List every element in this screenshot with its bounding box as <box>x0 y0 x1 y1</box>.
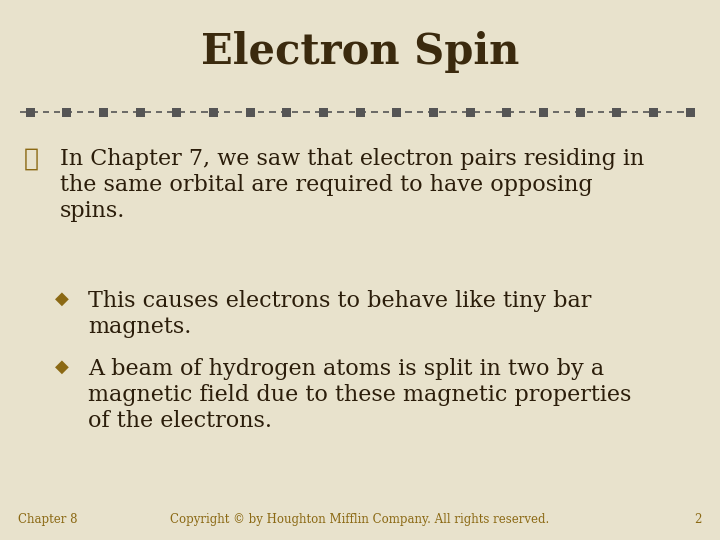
Bar <box>25 107 35 117</box>
Bar <box>392 107 401 117</box>
Text: ✶: ✶ <box>24 148 39 171</box>
Text: ◆: ◆ <box>55 358 69 376</box>
Bar <box>209 107 218 117</box>
Text: the same orbital are required to have opposing: the same orbital are required to have op… <box>60 174 593 196</box>
Text: magnetic field due to these magnetic properties: magnetic field due to these magnetic pro… <box>88 384 631 406</box>
Text: 2: 2 <box>695 513 702 526</box>
Bar <box>612 107 621 117</box>
Bar <box>575 107 585 117</box>
Bar <box>429 107 438 117</box>
Text: of the electrons.: of the electrons. <box>88 410 272 432</box>
Bar <box>62 107 71 117</box>
Bar <box>135 107 145 117</box>
Bar <box>466 107 474 117</box>
Bar <box>172 107 181 117</box>
Bar <box>319 107 328 117</box>
Text: spins.: spins. <box>60 200 125 222</box>
Text: Electron Spin: Electron Spin <box>201 31 519 73</box>
Bar <box>246 107 254 117</box>
Text: magnets.: magnets. <box>88 316 192 338</box>
Text: ◆: ◆ <box>55 290 69 308</box>
Text: Chapter 8: Chapter 8 <box>18 513 78 526</box>
Bar <box>282 107 291 117</box>
Bar <box>502 107 511 117</box>
Text: In Chapter 7, we saw that electron pairs residing in: In Chapter 7, we saw that electron pairs… <box>60 148 644 170</box>
Text: Copyright © by Houghton Mifflin Company. All rights reserved.: Copyright © by Houghton Mifflin Company.… <box>171 513 549 526</box>
Bar <box>539 107 548 117</box>
Bar <box>685 107 695 117</box>
Bar <box>99 107 108 117</box>
Bar <box>649 107 658 117</box>
Text: A beam of hydrogen atoms is split in two by a: A beam of hydrogen atoms is split in two… <box>88 358 604 380</box>
Bar <box>356 107 364 117</box>
Text: This causes electrons to behave like tiny bar: This causes electrons to behave like tin… <box>88 290 591 312</box>
